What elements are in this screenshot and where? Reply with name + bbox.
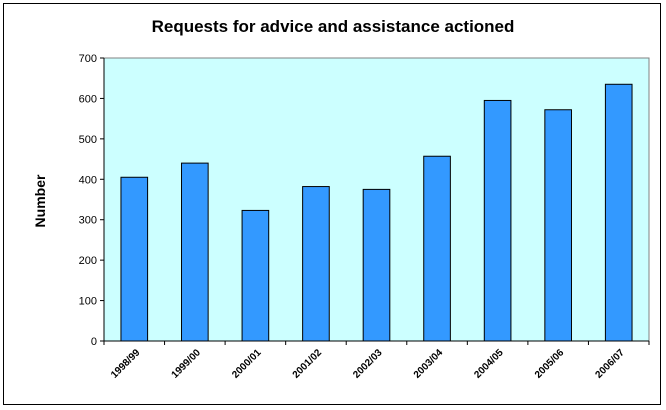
y-tick-label: 0	[91, 336, 97, 348]
x-tick-label: 2000/01	[230, 347, 264, 381]
y-tick-label: 300	[79, 215, 97, 227]
bar-2005-06	[544, 109, 572, 342]
bar-2003-04	[423, 155, 451, 342]
bar-2002-03	[362, 188, 391, 342]
x-axis: 1998/99 1999/00 2000/01 2001/02 2002/03 2003/…	[103, 340, 650, 381]
x-tick-label: 1999/00	[170, 347, 204, 381]
x-tick-label: 2003/04	[412, 347, 446, 381]
x-tick-label: 2001/02	[291, 347, 325, 381]
bar-chart: Requests for advice and assistance actio…	[32, 17, 650, 381]
y-tick-label: 600	[79, 93, 97, 105]
y-tick-label: 500	[79, 134, 97, 146]
bar-1998-99	[120, 176, 149, 342]
x-tick-label: 2004/05	[472, 347, 506, 381]
y-axis-label: Number	[32, 174, 48, 227]
bar-2000-01	[241, 209, 270, 342]
bar-2004-05	[483, 99, 512, 342]
bar-1999-00	[181, 162, 209, 342]
y-tick-label: 100	[79, 296, 97, 308]
bars-group	[120, 83, 633, 342]
chart-title: Requests for advice and assistance actio…	[152, 17, 515, 36]
x-tick-label: 2006/07	[593, 347, 627, 381]
y-tick-label: 700	[79, 53, 97, 65]
x-tick-label: 1998/99	[109, 347, 143, 381]
y-tick-label: 400	[79, 174, 97, 186]
y-axis: 0 100 200 300 400 500 600 700	[79, 53, 105, 348]
y-tick-label: 200	[79, 255, 97, 267]
bar-2006-07	[604, 83, 633, 342]
x-tick-label: 2002/03	[351, 347, 385, 381]
chart-frame: Requests for advice and assistance actio…	[3, 3, 661, 405]
bar-2001-02	[302, 186, 330, 342]
x-tick-label: 2005/06	[533, 347, 567, 381]
